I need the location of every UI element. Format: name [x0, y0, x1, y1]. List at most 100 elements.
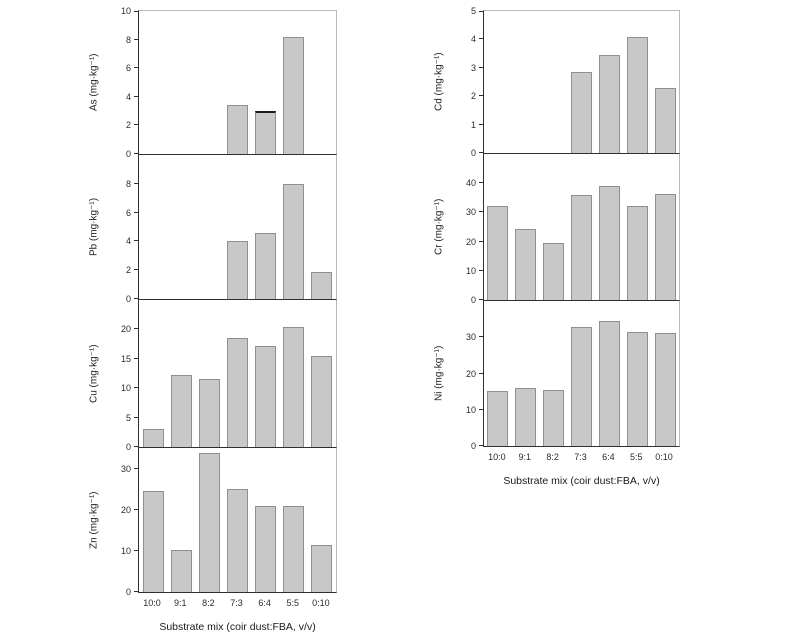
chart-panel-as: As (mg·kg⁻¹) 0 2 4 6 8 10	[89, 6, 337, 159]
y-tick-mark	[134, 96, 139, 97]
y-tick-label: 4	[470, 34, 476, 45]
y-tick-mark	[134, 417, 139, 418]
bar-as-7:3	[227, 105, 248, 154]
y-tick-mark	[479, 409, 484, 410]
bar-cu-0:10	[311, 356, 332, 447]
bar-as-5:5	[283, 37, 304, 154]
y-tick-mark	[134, 269, 139, 270]
y-tick-label: 5	[470, 6, 476, 16]
y-tick-mark	[134, 387, 139, 388]
y-tick-mark	[479, 270, 484, 271]
bar-cu-10:0	[143, 429, 164, 447]
bar-pb-6:4	[255, 233, 276, 299]
y-tick-label: 3	[470, 62, 476, 73]
x-tick-label: 10:0	[143, 598, 161, 608]
y-axis-label-ni: Ni (mg·kg⁻¹)	[433, 345, 445, 402]
chart-panel-cu: Cu (mg·kg⁻¹) 0 5 10 15 20	[89, 300, 337, 452]
y-tick-mark	[134, 550, 139, 551]
y-tick-label: 0	[125, 587, 131, 597]
y-tick-mark	[479, 211, 484, 212]
y-tick-mark	[134, 509, 139, 510]
x-tick-labels-row: 10:0 9:1 8:2 7:3 6:4 5:5 0:10	[483, 452, 680, 465]
bar-ni-9:1	[515, 388, 536, 446]
x-tick-label: 8:2	[546, 452, 559, 462]
x-tick-label: 10:0	[488, 452, 506, 462]
x-tick-label: 9:1	[518, 452, 532, 462]
right-chart-column: Cd (mg·kg⁻¹) 0 1 2 3 4 5 Cr (mg·kg⁻¹) 0 10 20 30 40 N…	[434, 6, 680, 487]
x-tick-label: 6:4	[258, 598, 271, 608]
y-tick-label: 0	[470, 441, 476, 451]
bar-cu-9:1	[171, 375, 192, 447]
bar-cr-7:3	[571, 195, 592, 300]
y-tick-label: 0	[125, 149, 131, 159]
y-tick-mark	[479, 124, 484, 125]
x-tick-label: 9:1	[173, 598, 187, 608]
y-axis-label-cd: Cd (mg·kg⁻¹)	[433, 52, 445, 112]
bar-cr-9:1	[515, 229, 536, 300]
bar-pb-7:3	[227, 241, 248, 299]
y-tick-mark	[134, 591, 139, 592]
bar-cd-5:5	[627, 37, 648, 153]
x-tick-label: 7:3	[230, 598, 243, 608]
y-tick-mark	[479, 152, 484, 153]
y-tick-label: 2	[125, 120, 131, 131]
x-tick-label: 8:2	[202, 598, 215, 608]
x-tick-label: 0:10	[312, 598, 330, 608]
chart-panel-ni: Ni (mg·kg⁻¹) 0 10 20 30	[434, 301, 680, 451]
x-tick-label: 5:5	[629, 452, 643, 462]
y-tick-label: 2	[470, 91, 476, 102]
left-chart-column: As (mg·kg⁻¹) 0 2 4 6 8 10 Pb (mg·kg⁻¹) 0 2 4 6 8 Cu (…	[89, 6, 337, 633]
y-tick-label: 4	[125, 236, 131, 247]
y-tick-mark	[479, 38, 484, 39]
bar-ni-6:4	[599, 321, 620, 446]
bar-ni-0:10	[655, 333, 676, 446]
y-axis-label-cr: Cr (mg·kg⁻¹)	[433, 198, 445, 256]
bar-cd-0:10	[655, 88, 676, 153]
y-tick-label: 15	[120, 353, 131, 364]
bar-cr-6:4	[599, 186, 620, 300]
bar-cr-8:2	[543, 243, 564, 300]
y-tick-mark	[134, 39, 139, 40]
bar-cr-10:0	[487, 206, 508, 300]
chart-panel-zn: Zn (mg·kg⁻¹) 0 10 20 30	[89, 448, 337, 597]
bar-cu-8:2	[199, 379, 220, 447]
x-tick-label: 6:4	[602, 452, 615, 462]
y-tick-mark	[479, 182, 484, 183]
y-tick-mark	[134, 328, 139, 329]
bar-cu-5:5	[283, 327, 304, 447]
y-tick-label: 0	[470, 295, 476, 305]
y-tick-mark	[479, 336, 484, 337]
y-tick-label: 30	[465, 332, 476, 343]
y-axis-label-as: As (mg·kg⁻¹)	[88, 53, 100, 112]
bar-zn-9:1	[171, 550, 192, 592]
y-tick-label: 10	[120, 6, 131, 16]
y-axis-label-zn: Zn (mg·kg⁻¹)	[88, 491, 100, 549]
bar-cu-6:4	[255, 346, 276, 447]
y-tick-mark	[134, 446, 139, 447]
y-tick-label: 0	[470, 148, 476, 158]
y-tick-label: 8	[125, 34, 131, 45]
y-tick-label: 10	[120, 383, 131, 394]
y-tick-label: 0	[125, 294, 131, 304]
bar-zn-7:3	[227, 489, 248, 592]
y-tick-label: 1	[470, 119, 476, 130]
y-tick-mark	[134, 153, 139, 154]
y-tick-mark	[134, 183, 139, 184]
y-tick-label: 5	[125, 412, 131, 423]
y-tick-label: 30	[120, 463, 131, 474]
bar-ni-8:2	[543, 390, 564, 446]
x-tick-labels-row: 10:0 9:1 8:2 7:3 6:4 5:5 0:10	[138, 598, 337, 611]
y-tick-mark	[134, 67, 139, 68]
bar-zn-0:10	[311, 545, 332, 592]
y-tick-mark	[134, 358, 139, 359]
y-axis-label-pb: Pb (mg·kg⁻¹)	[88, 197, 100, 257]
y-tick-mark	[479, 373, 484, 374]
y-tick-label: 20	[465, 368, 476, 379]
y-tick-label: 0	[125, 442, 131, 452]
bar-zn-6:4	[255, 506, 276, 592]
bar-zn-8:2	[199, 453, 220, 592]
y-tick-label: 6	[125, 207, 131, 218]
y-tick-mark	[479, 11, 484, 12]
chart-panel-cr: Cr (mg·kg⁻¹) 0 10 20 30 40	[434, 154, 680, 305]
y-tick-label: 20	[465, 236, 476, 247]
